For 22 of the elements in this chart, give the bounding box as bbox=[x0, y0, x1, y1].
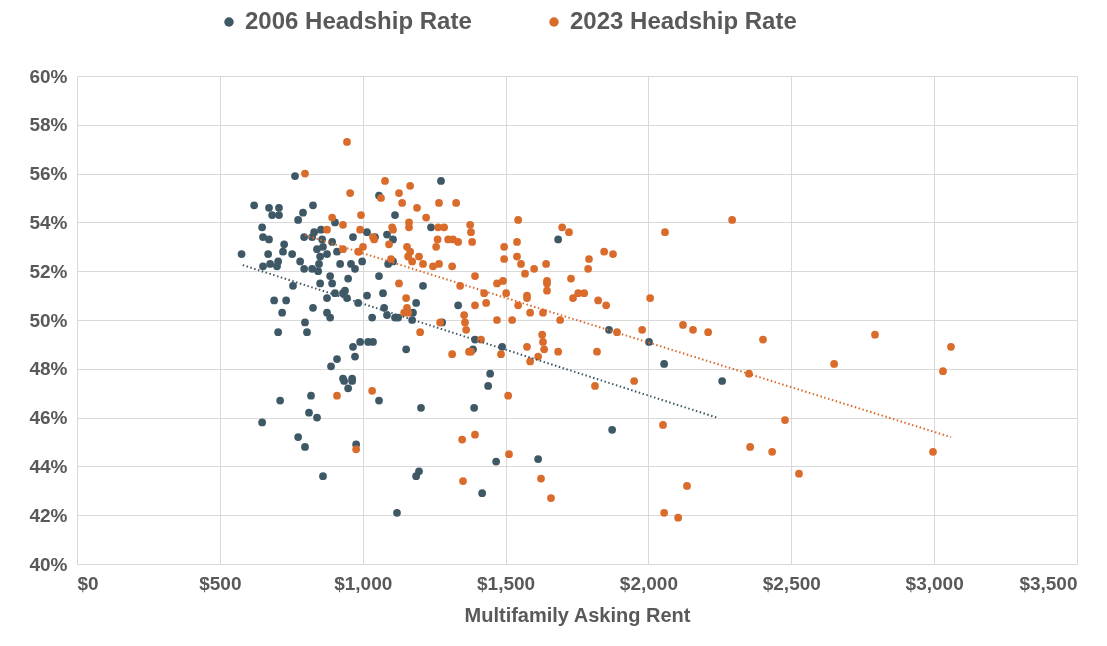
x-tick-label: $0 bbox=[77, 572, 99, 594]
legend-label: 2023 Headship Rate bbox=[570, 7, 797, 34]
x-tick-label: $1,000 bbox=[334, 572, 393, 594]
x-tick-label: $3,000 bbox=[905, 572, 964, 594]
x-tick-label: $1,500 bbox=[477, 572, 536, 594]
x-tick-label: $2,000 bbox=[619, 572, 678, 594]
x-tick-label: $2,500 bbox=[762, 572, 821, 594]
legend-label: 2006 Headship Rate bbox=[245, 7, 472, 34]
y-tick-label: 44% bbox=[29, 455, 68, 477]
y-tick-label: 46% bbox=[29, 407, 68, 429]
y-tick-label: 52% bbox=[29, 260, 68, 282]
y-tick-label: 56% bbox=[29, 163, 68, 185]
x-tick-label: $3,500 bbox=[1019, 572, 1078, 594]
x-tick-label: $500 bbox=[199, 572, 242, 594]
y-tick-label: 54% bbox=[29, 211, 68, 233]
y-tick-label: 42% bbox=[29, 504, 68, 526]
y-tick-label: 50% bbox=[29, 309, 68, 331]
y-tick-label: 40% bbox=[29, 553, 68, 575]
y-tick-label: 58% bbox=[29, 114, 68, 136]
y-tick-label: 48% bbox=[29, 358, 68, 380]
y-tick-label: 60% bbox=[29, 65, 68, 87]
x-axis-title: Multifamily Asking Rent bbox=[464, 603, 691, 626]
